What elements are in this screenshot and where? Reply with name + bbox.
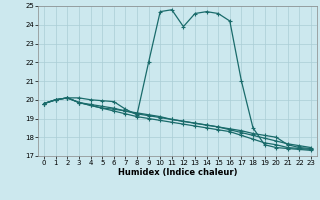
X-axis label: Humidex (Indice chaleur): Humidex (Indice chaleur): [118, 168, 237, 177]
